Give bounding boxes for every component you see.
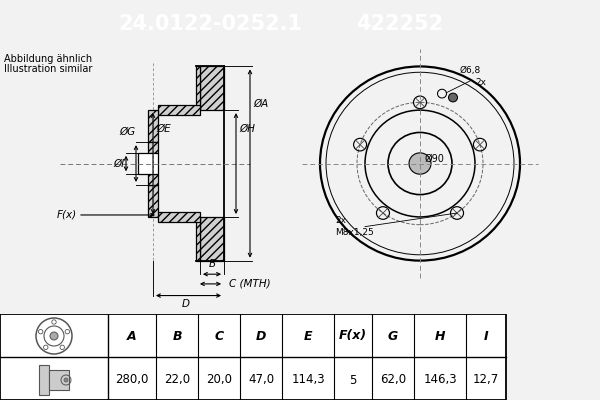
Text: F(x): F(x) [339, 330, 367, 342]
Text: G: G [388, 330, 398, 342]
Polygon shape [158, 212, 200, 222]
Bar [49, 370, 69, 390]
Text: 146,3: 146,3 [423, 374, 457, 386]
Polygon shape [196, 217, 200, 261]
Text: ØE: ØE [156, 124, 170, 134]
Circle shape [409, 153, 431, 174]
Text: B: B [172, 330, 182, 342]
Text: Abbildung ähnlich: Abbildung ähnlich [4, 54, 92, 64]
Text: Illustration similar: Illustration similar [4, 64, 92, 74]
Polygon shape [200, 66, 224, 110]
Circle shape [449, 93, 458, 102]
Text: 2x: 2x [475, 78, 486, 88]
Text: ØG: ØG [119, 126, 135, 136]
Text: 24.0122-0252.1: 24.0122-0252.1 [118, 14, 302, 34]
Text: C (MTH): C (MTH) [229, 279, 271, 289]
Text: D: D [256, 330, 266, 342]
Text: B: B [208, 259, 215, 269]
Polygon shape [148, 142, 158, 153]
Text: A: A [127, 330, 137, 342]
Text: 422252: 422252 [356, 14, 443, 34]
Text: Ø90: Ø90 [425, 154, 445, 164]
Text: 2x
M8x1,25: 2x M8x1,25 [335, 216, 374, 237]
Text: D: D [182, 300, 190, 310]
Text: 114,3: 114,3 [291, 374, 325, 386]
Polygon shape [148, 185, 158, 217]
Text: E: E [304, 330, 312, 342]
Text: 12,7: 12,7 [473, 374, 499, 386]
Text: C: C [214, 330, 224, 342]
Circle shape [50, 332, 58, 340]
Polygon shape [138, 153, 158, 174]
Polygon shape [158, 105, 200, 115]
Circle shape [64, 378, 68, 382]
Text: F(x): F(x) [57, 210, 77, 220]
Text: ØH: ØH [239, 124, 255, 134]
Bar [39, 365, 49, 395]
Text: ØA: ØA [253, 98, 268, 108]
Text: I: I [484, 330, 488, 342]
Polygon shape [148, 174, 158, 185]
Bar [0, 314, 506, 400]
Text: 280,0: 280,0 [115, 374, 149, 386]
Polygon shape [148, 110, 158, 142]
Text: 62,0: 62,0 [380, 374, 406, 386]
Polygon shape [200, 217, 224, 261]
Text: Ø6,8: Ø6,8 [460, 66, 481, 75]
Polygon shape [196, 66, 200, 110]
Text: ØI: ØI [113, 158, 124, 168]
Text: H: H [435, 330, 445, 342]
Text: 47,0: 47,0 [248, 374, 274, 386]
Text: 22,0: 22,0 [164, 374, 190, 386]
Text: 5: 5 [349, 374, 356, 386]
Text: 20,0: 20,0 [206, 374, 232, 386]
